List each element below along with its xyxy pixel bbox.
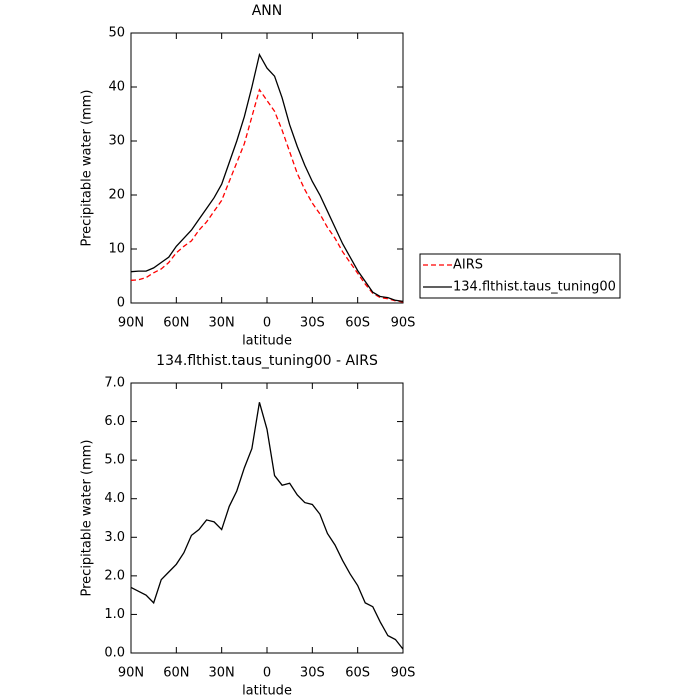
legend-box xyxy=(419,253,621,299)
y-tick-label: 10 xyxy=(108,242,125,257)
y-tick-label: 3.0 xyxy=(104,530,125,545)
series-line xyxy=(130,88,404,303)
x-tick-label: 30S xyxy=(300,316,325,331)
x-tick-label: 90S xyxy=(391,666,416,681)
x-tick-label: 90N xyxy=(118,316,144,331)
y-tick-label: 0.0 xyxy=(104,646,125,661)
y-tick-label: 4.0 xyxy=(104,491,125,506)
x-tick-label: 60S xyxy=(345,666,370,681)
x-tick-label: 90N xyxy=(118,666,144,681)
series-line xyxy=(130,402,404,650)
plot-frame xyxy=(130,382,404,654)
x-tick-label: 30N xyxy=(209,666,235,681)
y-tick-label: 5.0 xyxy=(104,453,125,468)
series-line xyxy=(130,52,404,303)
y-tick-label: 40 xyxy=(108,80,125,95)
x-tick-label: 0 xyxy=(263,316,271,331)
x-tick-label: 60S xyxy=(345,316,370,331)
y-tick-label: 0 xyxy=(117,296,125,311)
x-tick-label: 90S xyxy=(391,316,416,331)
y-tick-label: 20 xyxy=(108,188,125,203)
y-tick-label: 50 xyxy=(108,26,125,41)
x-tick-label: 30N xyxy=(209,316,235,331)
y-axis-label: Precipitable water (mm) xyxy=(80,90,95,247)
x-tick-label: 60N xyxy=(163,666,189,681)
x-axis-label: latitude xyxy=(242,684,292,699)
legend-label: 134.flthist.taus_tuning00 xyxy=(453,280,616,295)
y-tick-label: 30 xyxy=(108,134,125,149)
y-tick-label: 1.0 xyxy=(104,607,125,622)
x-tick-label: 30S xyxy=(300,666,325,681)
y-tick-label: 6.0 xyxy=(104,414,125,429)
x-tick-label: 0 xyxy=(263,666,271,681)
chart-title: ANN xyxy=(252,3,283,19)
y-axis-label: Precipitable water (mm) xyxy=(80,440,95,597)
chart-title: 134.flthist.taus_tuning00 - AIRS xyxy=(156,353,378,369)
y-tick-label: 2.0 xyxy=(104,568,125,583)
plot-frame xyxy=(130,32,404,304)
y-tick-label: 7.0 xyxy=(104,376,125,391)
x-tick-label: 60N xyxy=(163,316,189,331)
legend-label: AIRS xyxy=(453,258,483,273)
x-axis-label: latitude xyxy=(242,334,292,349)
